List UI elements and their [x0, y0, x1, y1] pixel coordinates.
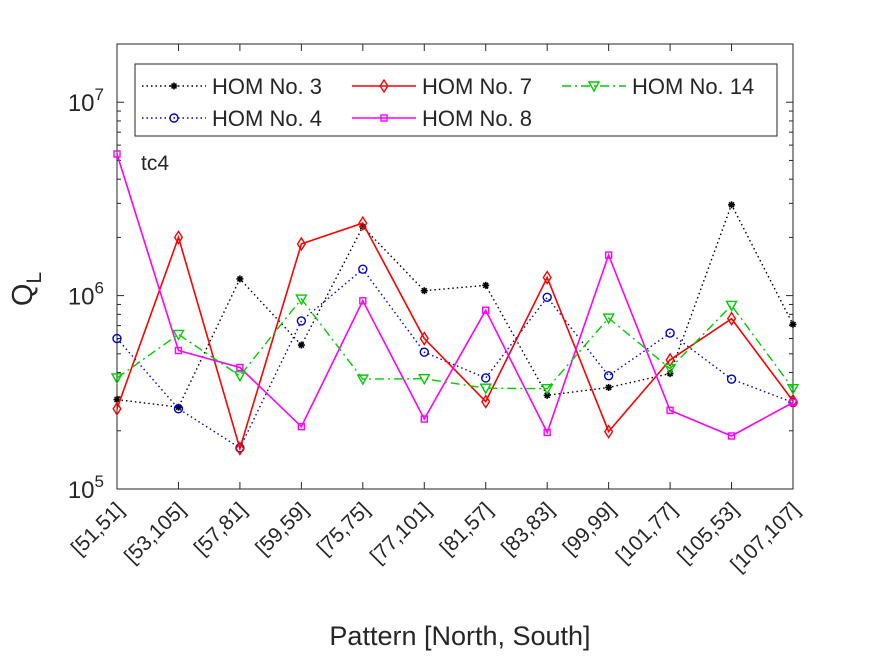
data-point-hom-no-14	[356, 374, 370, 386]
data-point-hom-no-14	[663, 363, 677, 375]
data-point-hom-no-4	[603, 371, 614, 381]
data-point-hom-no-4	[296, 316, 307, 326]
legend: HOM No. 3 HOM No. 4 HOM No. 7 HOM No. 8 HOM …	[134, 63, 778, 137]
legend-label-hom-no-8: HOM No. 8	[422, 106, 532, 131]
data-point-hom-no-7	[481, 394, 491, 409]
series-hom-no-7	[112, 215, 798, 456]
data-point-hom-no-4	[358, 264, 368, 274]
data-point-hom-no-8	[604, 251, 613, 259]
data-point-hom-no-7	[112, 401, 122, 417]
legend-item-hom-no-14: HOM No. 14	[562, 74, 754, 99]
y-tick-label: 106	[68, 279, 104, 311]
data-point-hom-no-4	[173, 404, 184, 414]
legend-label-hom-no-3: HOM No. 3	[212, 74, 322, 99]
series-hom-no-3	[113, 201, 797, 411]
series-line-hom-no-7	[116, 222, 794, 452]
data-point-hom-no-3	[728, 201, 736, 209]
annotation-tc4: tc4	[141, 152, 169, 175]
data-point-hom-no-7	[358, 215, 368, 231]
data-point-hom-no-3	[420, 287, 428, 295]
legend-label-hom-no-4: HOM No. 4	[212, 106, 322, 131]
legend-item-hom-no-4: HOM No. 4	[142, 106, 322, 131]
y-tick-label-base: 10	[68, 284, 95, 311]
data-point-hom-no-7	[665, 352, 675, 368]
data-point-hom-no-4	[542, 292, 552, 303]
series-line-hom-no-8	[116, 153, 794, 437]
data-point-hom-no-8	[727, 432, 736, 440]
series-line-hom-no-3	[116, 202, 794, 408]
data-point-hom-no-8	[543, 428, 551, 437]
x-axis-label: Pattern [North, South]	[329, 621, 590, 651]
y-tick-label-exponent: 7	[95, 85, 104, 104]
data-point-hom-no-3	[605, 383, 613, 391]
data-point-hom-no-3	[482, 281, 490, 289]
data-point-hom-no-14	[418, 373, 431, 386]
data-point-hom-no-8	[482, 306, 490, 314]
data-point-hom-no-4	[419, 347, 429, 357]
data-point-hom-no-8	[666, 406, 674, 415]
data-point-hom-no-8	[113, 150, 121, 158]
data-point-hom-no-4	[481, 373, 491, 383]
data-point-hom-no-3	[236, 275, 244, 283]
data-point-hom-no-14	[110, 373, 124, 385]
data-point-hom-no-14	[233, 371, 247, 383]
series-hom-no-14	[110, 294, 800, 396]
data-point-hom-no-8	[789, 398, 797, 407]
data-point-hom-no-3	[297, 341, 305, 349]
legend-marker-hom-no-4	[169, 113, 179, 123]
legend-label-hom-no-7: HOM No. 7	[422, 74, 532, 99]
y-tick-label: 105	[68, 472, 104, 504]
legend-marker-hom-no-14	[587, 81, 601, 93]
legend-marker-hom-no-3	[170, 82, 178, 90]
data-point-hom-no-8	[174, 346, 183, 355]
data-point-hom-no-14	[479, 383, 492, 395]
y-tick-label-base: 10	[68, 477, 95, 504]
series-hom-no-8	[113, 150, 797, 440]
y-tick-label-exponent: 6	[95, 279, 104, 298]
y-tick-label-exponent: 5	[95, 472, 104, 491]
legend-item-hom-no-8: HOM No. 8	[352, 106, 532, 131]
data-point-hom-no-7	[173, 230, 184, 245]
legend-marker-hom-no-7	[379, 78, 389, 94]
y-axis-label: QL	[7, 272, 46, 306]
y-tick-label: 107	[68, 85, 104, 117]
data-point-hom-no-7	[604, 424, 614, 439]
svg-text:QL: QL	[7, 272, 46, 306]
data-point-hom-no-7	[419, 331, 429, 346]
data-point-hom-no-8	[359, 297, 367, 305]
data-point-hom-no-3	[789, 320, 797, 328]
data-point-hom-no-7	[296, 236, 306, 252]
y-tick-label-base: 10	[68, 90, 95, 117]
legend-item-hom-no-3: HOM No. 3	[142, 74, 322, 99]
data-point-hom-no-14	[540, 384, 554, 396]
series-layer	[110, 150, 800, 456]
data-point-hom-no-14	[172, 329, 185, 341]
data-point-hom-no-7	[235, 441, 245, 456]
data-point-hom-no-14	[295, 294, 308, 306]
legend-box	[134, 63, 778, 137]
series-line-hom-no-14	[116, 297, 794, 390]
legend-label-hom-no-14: HOM No. 14	[632, 74, 754, 99]
data-point-hom-no-4	[726, 374, 737, 384]
data-point-hom-no-4	[112, 333, 122, 344]
data-point-hom-no-7	[726, 311, 737, 326]
data-point-hom-no-4	[665, 328, 675, 338]
legend-item-hom-no-7: HOM No. 7	[352, 74, 532, 99]
data-point-hom-no-7	[542, 270, 552, 285]
data-point-hom-no-14	[602, 313, 615, 325]
data-point-hom-no-14	[786, 384, 800, 396]
data-point-hom-no-14	[725, 300, 738, 312]
series-line-hom-no-4	[116, 268, 794, 450]
data-point-hom-no-8	[420, 415, 428, 423]
data-point-hom-no-8	[236, 363, 244, 372]
y-axis-label-main: Q	[7, 284, 39, 307]
legend-marker-hom-no-8	[380, 114, 388, 122]
y-axis-label-subscript: L	[23, 272, 46, 284]
data-point-hom-no-8	[297, 422, 306, 431]
